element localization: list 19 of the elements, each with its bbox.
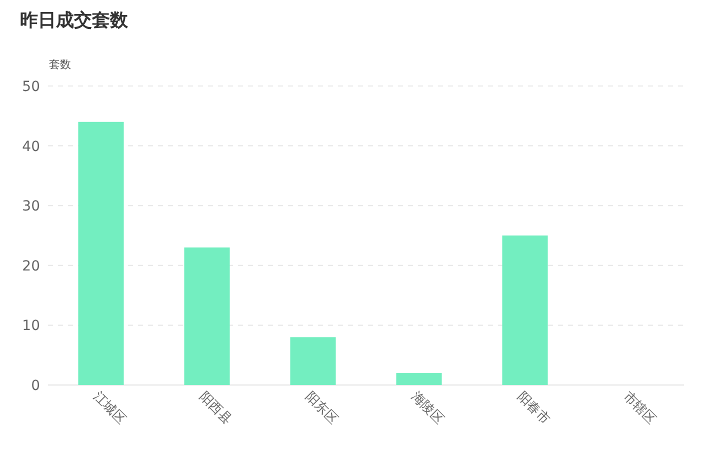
y-tick-label: 30 [22, 198, 40, 215]
bar [78, 122, 124, 385]
y-tick-label: 20 [22, 258, 40, 274]
x-tick-label: 阳东区 [302, 389, 340, 428]
x-tick-label: 阳西县 [196, 389, 234, 428]
chart-title: 昨日成交套数 [20, 10, 129, 31]
x-tick-label: 江城区 [90, 389, 128, 428]
y-tick-label: 10 [22, 318, 40, 334]
bar [396, 373, 442, 385]
bar [184, 247, 230, 385]
x-tick-label: 市辖区 [620, 389, 658, 428]
bar [290, 337, 336, 385]
y-tick-label: 40 [22, 138, 40, 155]
y-tick-label: 50 [22, 79, 40, 95]
x-tick-label: 阳春市 [514, 389, 552, 428]
bar [502, 236, 548, 385]
y-axis-title: 套数 [49, 58, 71, 71]
x-tick-label: 海陵区 [408, 389, 446, 428]
y-tick-label: 0 [31, 378, 40, 394]
